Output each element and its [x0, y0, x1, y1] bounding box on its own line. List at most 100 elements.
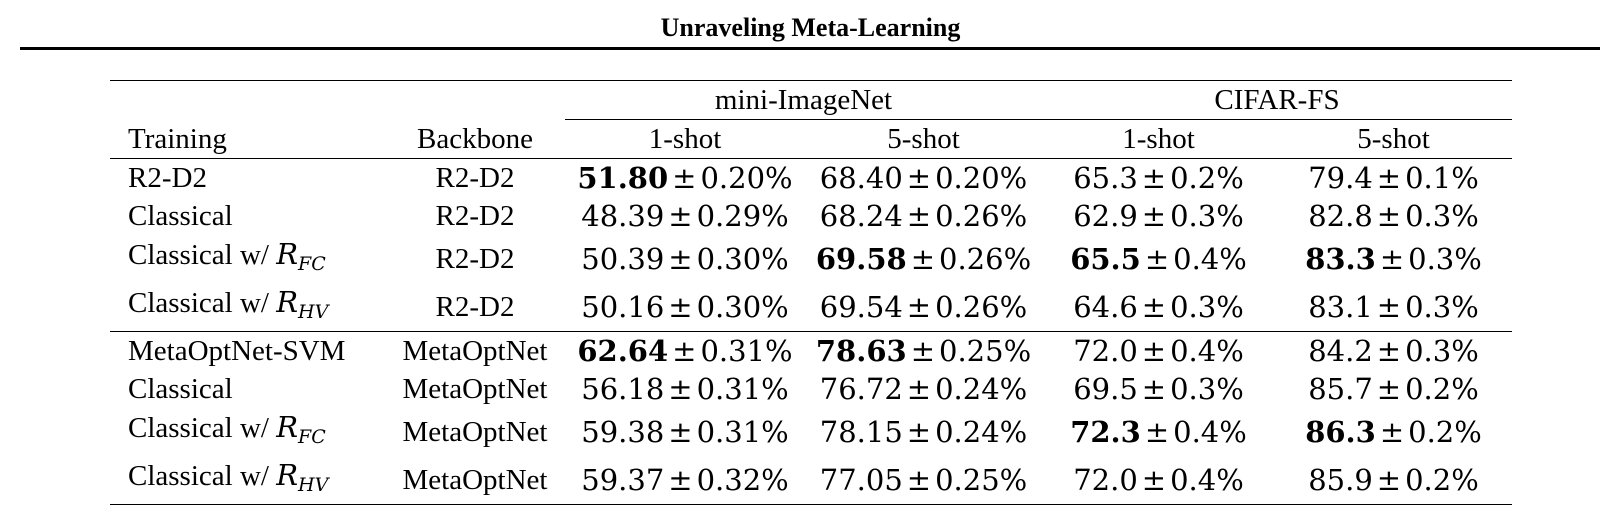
accuracy-cell: 48.39 ±0.29%	[565, 197, 805, 235]
accuracy-cell: 72.0 ±0.4%	[1042, 331, 1276, 370]
dataset-header-miniimagenet: mini-ImageNet	[565, 80, 1043, 120]
running-head: Unraveling Meta-Learning	[660, 13, 961, 42]
accuracy-mean: 50.16	[581, 290, 665, 324]
accuracy-mean: 69.5	[1073, 372, 1138, 406]
training-method-cell: Classical w/ RFC	[110, 408, 385, 456]
accuracy-mean: 76.72	[819, 372, 903, 406]
accuracy-error: 0.24%	[935, 415, 1028, 449]
plus-minus-sign: ±	[1144, 415, 1170, 449]
regularizer-symbol: R	[276, 410, 299, 444]
plus-minus-sign: ±	[1141, 199, 1167, 233]
column-header-training: Training	[128, 122, 227, 155]
column-header-backbone: Backbone	[417, 122, 533, 155]
accuracy-error: 0.3%	[1405, 290, 1479, 324]
accuracy-mean: 78.15	[819, 415, 903, 449]
training-method-label: Classical w/	[128, 460, 277, 492]
accuracy-error: 0.32%	[696, 463, 789, 497]
accuracy-mean: 56.18	[581, 372, 665, 406]
accuracy-mean: 77.05	[819, 463, 903, 497]
table-row: Classical w/ RFC R2-D2 50.39 ±0.30% 69.58 ±0.…	[110, 235, 1512, 283]
column-header-row: Training Backbone 1-shot 5-shot 1-shot 5…	[110, 120, 1512, 159]
accuracy-mean: 69.54	[819, 290, 903, 324]
accuracy-cell: 62.64 ±0.31%	[565, 331, 805, 370]
accuracy-cell: 78.63 ±0.25%	[805, 331, 1043, 370]
accuracy-mean: 69.58	[815, 242, 907, 276]
column-header-shot: 1-shot	[1122, 123, 1195, 155]
accuracy-cell: 84.2 ±0.3%	[1275, 331, 1513, 370]
accuracy-error: 0.3%	[1170, 372, 1244, 406]
plus-minus-sign: ±	[1376, 290, 1402, 324]
regularizer-symbol: R	[276, 237, 299, 271]
regularizer-subscript: FC	[298, 253, 326, 275]
accuracy-cell: 85.9 ±0.2%	[1275, 456, 1513, 505]
accuracy-error: 0.31%	[696, 415, 789, 449]
accuracy-mean: 72.0	[1073, 334, 1138, 368]
accuracy-mean: 79.4	[1308, 161, 1373, 195]
training-method-cell: Classical w/ RHV	[110, 283, 385, 332]
training-method-label: Classical w/	[128, 287, 277, 319]
accuracy-cell: 78.15 ±0.24%	[805, 408, 1042, 456]
table-row: R2-D2 R2-D2 51.80 ±0.20% 68.40 ±0.20% 65.3 ±0.2…	[110, 158, 1513, 197]
accuracy-mean: 78.63	[815, 334, 907, 368]
plus-minus-sign: ±	[672, 334, 697, 368]
accuracy-mean: 83.3	[1305, 242, 1376, 276]
training-method-label: MetaOptNet-SVM	[128, 335, 346, 367]
header-rule	[20, 47, 1600, 50]
plus-minus-sign: ±	[1141, 463, 1167, 497]
accuracy-cell: 68.40 ±0.20%	[805, 158, 1043, 197]
training-method-label: Classical	[128, 200, 233, 232]
accuracy-error: 0.2%	[1405, 463, 1479, 497]
accuracy-cell: 69.58 ±0.26%	[805, 235, 1042, 283]
accuracy-cell: 72.0 ±0.4%	[1042, 456, 1276, 505]
plus-minus-sign: ±	[906, 161, 932, 195]
regularizer-subscript: HV	[298, 474, 329, 496]
plus-minus-sign: ±	[906, 372, 932, 406]
accuracy-mean: 72.0	[1073, 463, 1138, 497]
accuracy-mean: 65.5	[1070, 242, 1141, 276]
backbone-cell: R2-D2	[435, 243, 515, 275]
accuracy-error: 0.30%	[696, 290, 789, 324]
table-body: R2-D2 R2-D2 51.80 ±0.20% 68.40 ±0.20% 65.3 ±0.2…	[110, 158, 1513, 505]
regularizer-symbol: R	[276, 285, 299, 319]
accuracy-mean: 84.2	[1308, 334, 1373, 368]
accuracy-cell: 82.8 ±0.3%	[1275, 197, 1512, 235]
training-method-cell: Classical	[110, 370, 385, 408]
accuracy-error: 0.31%	[700, 334, 793, 368]
accuracy-mean: 72.3	[1070, 415, 1141, 449]
empty-header-cell	[110, 80, 385, 120]
accuracy-mean: 51.80	[577, 161, 669, 195]
column-header-shot: 1-shot	[648, 123, 722, 155]
backbone-cell: MetaOptNet	[385, 456, 565, 505]
training-method-label: R2-D2	[128, 162, 207, 194]
backbone-cell: MetaOptNet	[385, 331, 565, 370]
accuracy-error: 0.3%	[1405, 199, 1479, 233]
plus-minus-sign: ±	[668, 372, 693, 406]
training-method-label: Classical w/	[128, 412, 277, 444]
accuracy-cell: 68.24 ±0.26%	[805, 197, 1042, 235]
accuracy-error: 0.3%	[1170, 199, 1244, 233]
plus-minus-sign: ±	[910, 242, 935, 276]
accuracy-cell: 51.80 ±0.20%	[565, 158, 805, 197]
accuracy-cell: 69.5 ±0.3%	[1042, 370, 1275, 408]
plus-minus-sign: ±	[1141, 290, 1167, 324]
training-method-cell: Classical w/ RHV	[110, 456, 385, 505]
accuracy-error: 0.20%	[935, 161, 1028, 195]
accuracy-error: 0.2%	[1408, 415, 1482, 449]
dataset-header-cifarfs: CIFAR-FS	[1042, 80, 1513, 120]
accuracy-mean: 86.3	[1305, 415, 1376, 449]
accuracy-mean: 85.7	[1308, 372, 1373, 406]
plus-minus-sign: ±	[1376, 161, 1402, 195]
accuracy-error: 0.4%	[1170, 334, 1244, 368]
plus-minus-sign: ±	[668, 463, 693, 497]
accuracy-error: 0.29%	[696, 199, 789, 233]
plus-minus-sign: ±	[668, 242, 693, 276]
training-method-cell: R2-D2	[110, 158, 385, 197]
accuracy-cell: 76.72 ±0.24%	[805, 370, 1042, 408]
plus-minus-sign: ±	[906, 199, 932, 233]
backbone-cell: R2-D2	[435, 200, 515, 232]
accuracy-cell: 56.18 ±0.31%	[565, 370, 805, 408]
accuracy-cell: 50.39 ±0.30%	[565, 235, 805, 283]
plus-minus-sign: ±	[906, 290, 932, 324]
plus-minus-sign: ±	[1376, 199, 1402, 233]
accuracy-cell: 83.1 ±0.3%	[1275, 283, 1512, 332]
